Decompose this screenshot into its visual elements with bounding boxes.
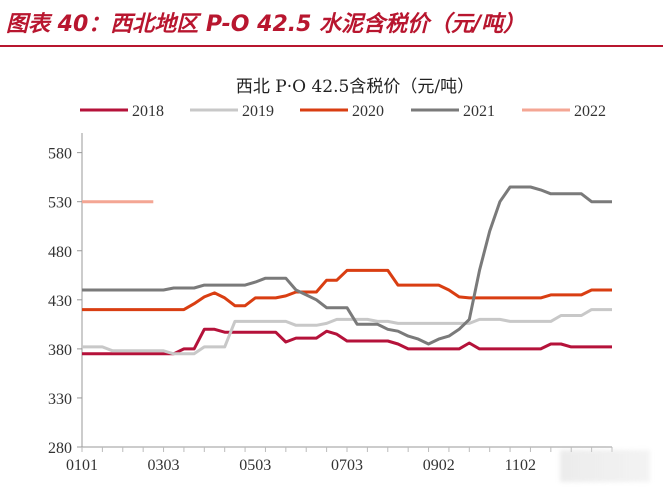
x-tick-label: 0101 xyxy=(66,457,98,474)
x-tick-label: 0303 xyxy=(148,457,180,474)
x-tick-label: 0503 xyxy=(239,457,271,474)
legend-label-2020: 2020 xyxy=(352,103,384,120)
y-tick-label: 280 xyxy=(48,440,72,457)
x-tick-label: 1102 xyxy=(505,457,536,474)
title-rule xyxy=(0,45,663,47)
chart-title: 西北 P·O 42.5含税价（元/吨） xyxy=(236,77,474,97)
y-tick-label: 380 xyxy=(48,342,72,359)
chart-axes: 280 330 380 430 480 530 580 0101 0303 0503 0703 090… xyxy=(48,133,613,474)
y-tick-label: 330 xyxy=(48,391,72,408)
legend-label-2018: 2018 xyxy=(132,103,164,120)
chart-legend: 2018 2019 2020 2021 2022 xyxy=(80,103,606,120)
x-tick-label: 0902 xyxy=(423,457,455,474)
legend-label-2019: 2019 xyxy=(242,103,274,120)
figure-title: 图表 40：西北地区 P-O 42.5 水泥含税价（元/吨） xyxy=(6,12,526,37)
series-line-2021 xyxy=(82,185,612,346)
y-tick-label: 530 xyxy=(48,195,72,212)
series-line-2020 xyxy=(82,268,612,312)
y-tick-label: 480 xyxy=(48,244,72,261)
series-line-2019 xyxy=(82,308,612,356)
chart-series xyxy=(82,185,612,356)
y-tick-label: 430 xyxy=(48,293,72,310)
x-tick-label: 0703 xyxy=(331,457,363,474)
watermark-smudge xyxy=(560,450,650,482)
legend-label-2021: 2021 xyxy=(463,103,495,120)
legend-label-2022: 2022 xyxy=(574,103,606,120)
y-tick-label: 580 xyxy=(48,146,72,163)
